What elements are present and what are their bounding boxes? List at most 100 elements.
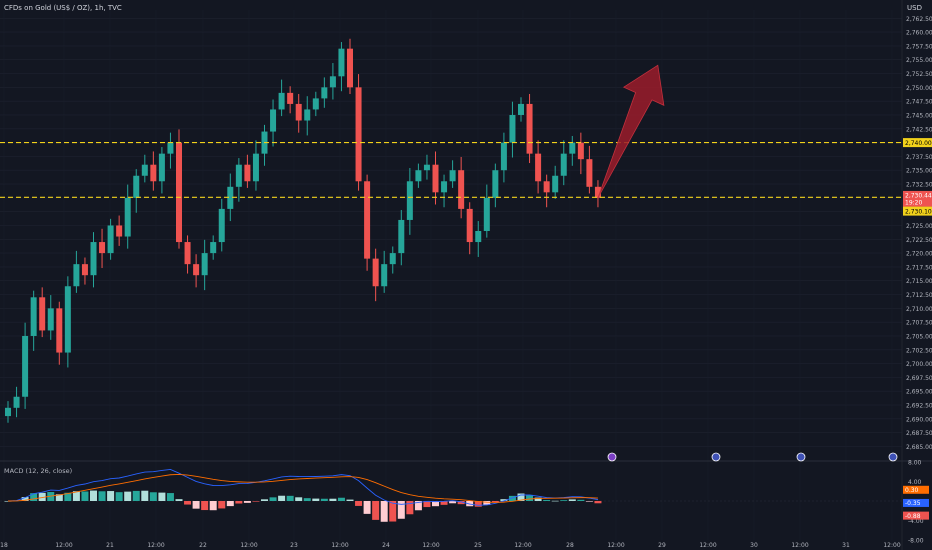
- price-tick: 2,735.00: [906, 168, 932, 175]
- macd-histogram-bar: [517, 493, 525, 501]
- macd-histogram-bar: [568, 499, 576, 501]
- price-tick: 2,720.00: [906, 251, 932, 258]
- economic-event-icon[interactable]: [796, 452, 806, 462]
- macd-histogram-bar: [389, 501, 397, 522]
- economic-event-icon[interactable]: [607, 452, 617, 462]
- macd-histogram-bar: [508, 495, 516, 501]
- time-tick: 18: [0, 542, 8, 549]
- candle-body: [338, 48, 345, 77]
- price-tag-label: 2,730.10: [905, 208, 932, 215]
- macd-histogram-bar: [534, 497, 542, 501]
- event-markers[interactable]: [607, 452, 898, 462]
- candle-body: [312, 98, 319, 110]
- macd-tick: -8.00: [908, 538, 924, 545]
- candle-body: [500, 142, 507, 171]
- candle-body: [347, 48, 353, 88]
- price-tick: 2,757.50: [906, 43, 932, 50]
- candle-body: [569, 142, 576, 154]
- candle-body: [90, 242, 97, 276]
- candle-body: [64, 286, 71, 353]
- macd-tag-label: 0.30: [905, 487, 919, 494]
- candle-body: [406, 181, 413, 220]
- macd-histogram-bar: [243, 501, 251, 503]
- candle-body: [56, 308, 63, 353]
- bullish-arrow[interactable]: [597, 64, 665, 199]
- candle-body: [107, 225, 114, 254]
- macd-histogram-bar: [551, 500, 559, 502]
- candle-body: [321, 87, 328, 99]
- time-tick: 12:00: [607, 542, 624, 549]
- price-tag-label: 2,740.00: [905, 140, 932, 147]
- macd-histogram-bar: [295, 497, 303, 501]
- price-tick: 2,737.50: [906, 154, 932, 161]
- candle-body: [526, 103, 533, 154]
- candle-body: [184, 242, 191, 265]
- macd-histogram-bar: [209, 501, 217, 511]
- macd-histogram-bar: [149, 492, 157, 501]
- macd-title: MACD (12, 26, close): [4, 467, 72, 475]
- candle-body: [244, 164, 251, 182]
- candle-body: [210, 242, 217, 254]
- price-tick: 2,697.50: [906, 375, 932, 382]
- price-tick: 2,752.50: [906, 71, 932, 78]
- time-tick: 12:00: [240, 542, 257, 549]
- price-tick: 2,722.50: [906, 237, 932, 244]
- economic-event-icon[interactable]: [711, 452, 721, 462]
- time-tick: 12:00: [422, 542, 439, 549]
- macd-histogram-bar: [526, 494, 534, 501]
- macd-histogram-bar: [585, 501, 593, 502]
- candle-body: [389, 253, 396, 265]
- macd-histogram-bar: [440, 501, 448, 505]
- macd-histogram-bar: [577, 499, 585, 501]
- candle-body: [141, 164, 148, 176]
- macd-tag-label: -0.88: [905, 513, 921, 520]
- macd-histogram-bar: [432, 501, 439, 507]
- candle-body: [227, 186, 234, 209]
- price-tick: 2,742.50: [906, 126, 932, 133]
- macd-histogram-bar: [90, 490, 97, 501]
- candle-body: [278, 92, 285, 110]
- macd-histogram-bar: [337, 497, 345, 501]
- candle-body: [5, 407, 11, 417]
- macd-histogram-bar: [64, 492, 72, 501]
- macd-histogram-bar: [543, 500, 551, 501]
- macd-histogram-bar: [192, 501, 200, 509]
- price-tag: [903, 197, 932, 207]
- candle-body: [158, 153, 165, 182]
- macd-histogram-bar: [320, 498, 328, 501]
- price-axis[interactable]: 2,762.50 2,760.00 2,757.50 2,755.00 2,752.50…: [903, 16, 932, 545]
- candle-body: [432, 164, 439, 193]
- candle-body: [252, 153, 259, 182]
- macd-histogram-bar: [124, 491, 132, 501]
- macd-histogram-bar: [457, 501, 465, 505]
- price-tick: 2,725.00: [906, 223, 932, 230]
- macd-histogram-bar: [449, 501, 457, 504]
- time-tick: 22: [199, 542, 207, 549]
- candle-body: [304, 109, 311, 121]
- candle-body: [201, 253, 208, 276]
- candles: [5, 38, 601, 423]
- macd-histogram-bar: [55, 494, 63, 501]
- price-tick: 2,687.50: [906, 430, 932, 437]
- price-tick: 2,747.50: [906, 99, 932, 106]
- currency-label[interactable]: USD: [907, 4, 922, 12]
- time-axis[interactable]: 18 12:00 21 12:00 22 12:00 23 12:00 24 12:00 25 12:…: [0, 542, 901, 549]
- candle-body: [492, 170, 499, 198]
- candle-body: [372, 258, 379, 287]
- macd-histogram-bar: [423, 501, 431, 508]
- macd-histogram-bar: [406, 501, 414, 515]
- macd-histogram-bar: [81, 491, 89, 501]
- macd-histogram-bar: [166, 493, 174, 501]
- candle-body: [543, 181, 550, 193]
- price-tick: 2,732.50: [906, 182, 932, 189]
- candle-body: [13, 396, 20, 408]
- macd-histogram-bar: [312, 498, 320, 501]
- macd-histogram-bar: [594, 501, 602, 504]
- time-tick: 25: [474, 542, 482, 549]
- macd-histogram-bar: [500, 499, 508, 501]
- economic-event-icon[interactable]: [888, 452, 898, 462]
- macd-histogram-bar: [363, 501, 371, 514]
- candle-body: [423, 164, 430, 171]
- candle-body: [355, 87, 362, 182]
